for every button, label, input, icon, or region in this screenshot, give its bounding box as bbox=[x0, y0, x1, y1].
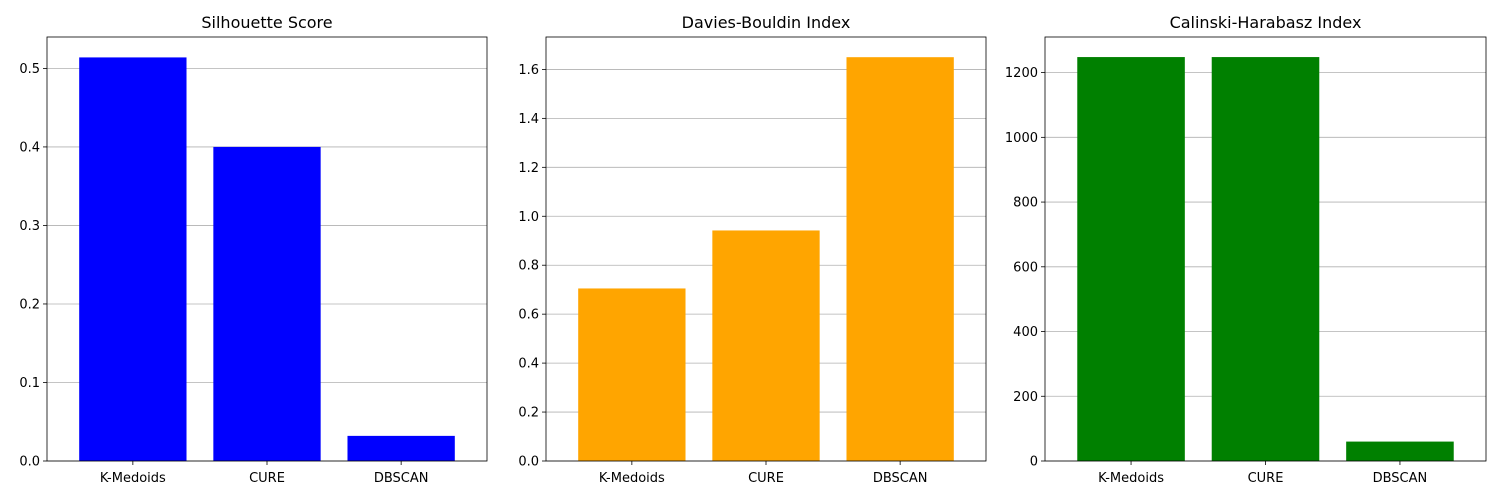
y-tick-label: 0.4 bbox=[19, 140, 40, 155]
chart-panel-2: 0.0 0.2 0.4 0.6 0.8 1.0 1.2 1.4 1.6 K-Medoids CURE… bbox=[518, 13, 987, 486]
y-tick-label: 800 bbox=[1013, 196, 1038, 211]
bar-k-medoids bbox=[79, 57, 187, 461]
y-tick-label: 0.6 bbox=[518, 308, 539, 323]
y-tick-label: 600 bbox=[1013, 260, 1038, 275]
x-tick-label: DBSCAN bbox=[873, 471, 928, 486]
bar-cure bbox=[1211, 57, 1320, 462]
y-tick-label: 1.2 bbox=[518, 161, 539, 176]
bar-dbscan bbox=[846, 57, 954, 461]
y-tick-label: 1.4 bbox=[518, 112, 539, 127]
bar-k-medoids bbox=[1077, 57, 1185, 462]
y-tick-label: 0.1 bbox=[19, 376, 40, 391]
bar-cure bbox=[213, 146, 321, 462]
chart-title: Silhouette Score bbox=[201, 13, 332, 32]
bar-dbscan bbox=[1346, 441, 1454, 461]
y-tick-label: 0.0 bbox=[19, 455, 40, 470]
x-tick-label: CURE bbox=[1248, 471, 1284, 486]
y-tick-label: 1200 bbox=[1005, 66, 1038, 81]
y-tick-label: 0.4 bbox=[518, 357, 539, 372]
y-tick-label: 1.0 bbox=[518, 210, 539, 225]
x-tick-label: DBSCAN bbox=[1373, 471, 1428, 486]
y-tick-label: 0.8 bbox=[518, 259, 539, 274]
x-tick-label: K-Medoids bbox=[100, 471, 166, 486]
bar-cure bbox=[712, 230, 820, 461]
y-tick-label: 0 bbox=[1030, 455, 1038, 470]
chart-panel-3: 0 200 400 600 800 1000 1200 K-Medoids CURE DBSCAN… bbox=[1005, 13, 1487, 486]
chart-panel-1: 0.0 0.1 0.2 0.3 0.4 0.5 K-Medoids CURE DBSCAN Sil… bbox=[19, 13, 488, 486]
chart-title: Calinski-Harabasz Index bbox=[1170, 13, 1362, 32]
chart-title: Davies-Bouldin Index bbox=[682, 13, 851, 32]
y-tick-label: 0.2 bbox=[518, 406, 539, 421]
y-tick-label: 200 bbox=[1013, 390, 1038, 405]
y-tick-label: 1000 bbox=[1005, 131, 1038, 146]
y-tick-label: 0.5 bbox=[19, 62, 40, 77]
bar-k-medoids bbox=[578, 288, 686, 461]
x-tick-label: CURE bbox=[249, 471, 285, 486]
bar-dbscan bbox=[347, 435, 455, 461]
y-tick-label: 0.2 bbox=[19, 297, 40, 312]
x-tick-label: K-Medoids bbox=[1098, 471, 1164, 486]
x-tick-label: DBSCAN bbox=[374, 471, 429, 486]
y-tick-label: 0.3 bbox=[19, 219, 40, 234]
y-tick-label: 1.6 bbox=[518, 63, 539, 78]
y-tick-label: 0.0 bbox=[518, 455, 539, 470]
x-tick-label: K-Medoids bbox=[599, 471, 665, 486]
x-tick-label: CURE bbox=[748, 471, 784, 486]
y-tick-label: 400 bbox=[1013, 325, 1038, 340]
